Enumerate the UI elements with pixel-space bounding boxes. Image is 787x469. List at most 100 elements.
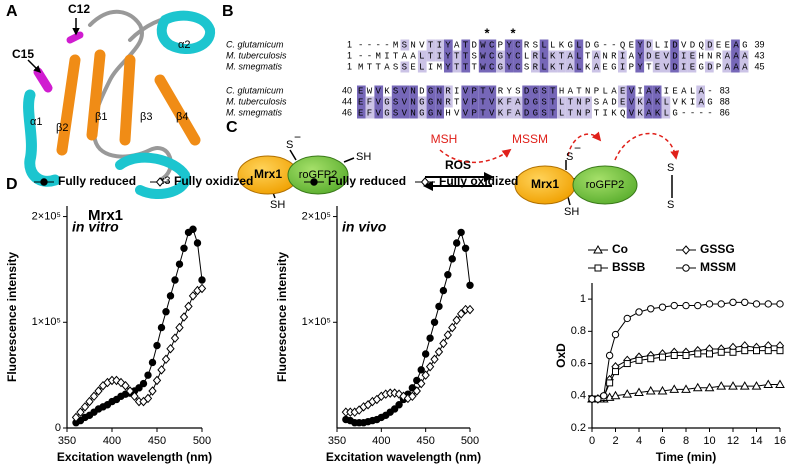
conservation-shade [487, 107, 497, 119]
protein-label: roGFP2 [586, 179, 625, 191]
y-tick-label: 1 [580, 293, 586, 305]
conservation-shade [417, 96, 427, 108]
marker [610, 390, 621, 400]
marker [717, 348, 725, 356]
thiol-label: S [286, 139, 293, 151]
marker [421, 350, 430, 358]
marker [452, 315, 461, 325]
y-tick-label: 0.6 [571, 357, 586, 369]
conservation-shade [731, 61, 740, 73]
conservation-shade [374, 107, 384, 119]
scheme: Mrx1 roGFP2 S − SH SH ROS MSH MSSM Mrx1 … [237, 130, 680, 218]
y-axis-title: OxD [554, 343, 568, 368]
conservation-shade [478, 107, 488, 119]
marker [439, 286, 448, 295]
conservation-shade [496, 61, 505, 73]
conservation-shade [531, 61, 540, 73]
marker [180, 244, 188, 252]
marker [705, 300, 714, 308]
marker [776, 347, 784, 355]
element-label: α2 [178, 39, 190, 51]
conservation-shade [565, 96, 575, 108]
marker [634, 387, 644, 397]
conservation-shade [557, 61, 566, 73]
conservation-shade [417, 107, 427, 119]
conservation-shade [565, 61, 575, 73]
x-axis-title: Excitation wavelength (nm) [326, 450, 481, 464]
marker [657, 385, 668, 395]
conservation-shade [548, 50, 558, 62]
conservation-shade [444, 61, 453, 73]
marker [453, 239, 461, 247]
end-number: 83 [720, 85, 730, 95]
marker [682, 301, 690, 310]
marker [157, 365, 166, 375]
conservation-shade [435, 85, 444, 97]
species-name: M. tuberculosis [226, 96, 287, 106]
conservation-shade [417, 61, 427, 73]
marker [717, 300, 725, 308]
marker [694, 350, 702, 358]
conservation-shade [574, 50, 584, 62]
conservation-shade [661, 96, 671, 108]
marker [417, 378, 426, 389]
sequence: --MITAALTIYTTSWCGYCLRLKTALTANRIAYDEVDIEH… [358, 51, 748, 61]
thiol-label: S [667, 162, 674, 174]
species-name: C. glutamicum [226, 39, 284, 49]
conservation-shade [618, 50, 627, 62]
y-tick-label: 1×10⁵ [302, 316, 331, 328]
marker [80, 402, 90, 412]
sequence: EWVKSVNDGNRIVPTVRYSDGSTHATNPLAEVIAKIEALA… [358, 86, 713, 96]
conservation-shade [591, 50, 601, 62]
conservation-shade [583, 107, 592, 119]
conservation-shade [444, 85, 453, 97]
y-axis-title: Fluorescence intensity [5, 252, 19, 382]
end-number: 88 [720, 96, 730, 106]
marker [457, 228, 465, 237]
marker [412, 386, 421, 396]
element-label: β1 [95, 111, 107, 123]
panel-label: C [226, 119, 238, 136]
conservation-shade [365, 107, 375, 119]
x-tick-label: 500 [193, 435, 211, 447]
marker [659, 353, 666, 361]
marker [694, 301, 702, 310]
marker [623, 314, 631, 323]
marker [430, 318, 439, 326]
conservation-shade [644, 50, 653, 62]
conservation-shade [739, 50, 749, 62]
conservation-shade [731, 50, 740, 62]
conservation-shade [522, 107, 531, 119]
conservation-shade [618, 85, 627, 97]
conservation-shade [652, 50, 662, 62]
protein-label: Mrx1 [531, 177, 559, 191]
conservation-shade [635, 107, 645, 119]
marker [692, 382, 703, 392]
conservation-shade [426, 107, 436, 119]
conservation-shade [400, 85, 410, 97]
conservation-shade [618, 61, 627, 73]
conservation-shade [531, 85, 540, 97]
marker [197, 283, 207, 294]
conservation-shade [635, 61, 645, 73]
conservation-shade [487, 85, 497, 97]
x-tick-label: 400 [372, 435, 390, 447]
marker [670, 352, 678, 359]
conservation-shade [409, 96, 418, 108]
marker [645, 385, 656, 395]
marker [716, 381, 727, 390]
conservation-shade [705, 39, 714, 51]
x-tick-label: 450 [416, 435, 434, 447]
conservation-shade [531, 50, 540, 62]
conservation-shade [496, 50, 505, 62]
conservation-shade [539, 39, 549, 51]
conservation-shade [565, 107, 575, 119]
start-number: 44 [342, 96, 352, 106]
start-number: 1 [347, 50, 352, 60]
legend-label: GSSG [700, 242, 735, 256]
conservation-shade [626, 96, 636, 108]
marker [166, 292, 175, 300]
legend-label: Fully reduced [328, 174, 406, 188]
conservation-shade [557, 96, 566, 108]
element-label: α1 [30, 116, 42, 128]
